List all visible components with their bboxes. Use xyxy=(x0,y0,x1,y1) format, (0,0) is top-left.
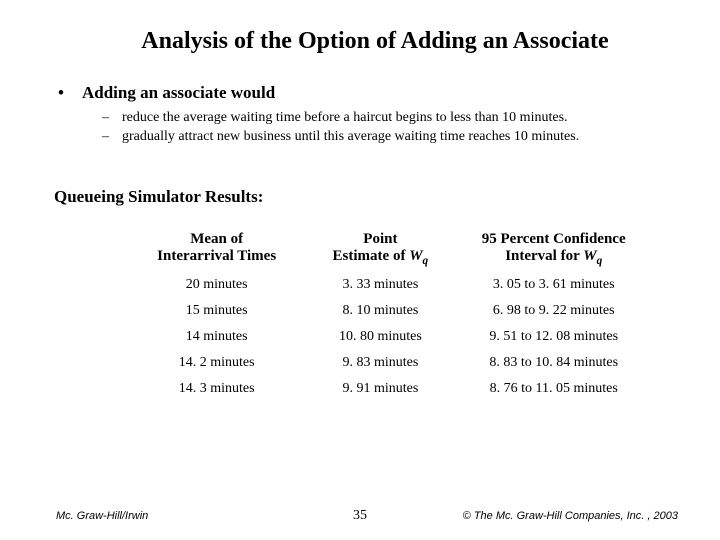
table-cell: 14. 2 minutes xyxy=(130,355,303,371)
section-header: Queueing Simulator Results: xyxy=(54,187,670,207)
main-bullet: • Adding an associate would xyxy=(58,83,670,103)
table-cell: 8. 76 to 11. 05 minutes xyxy=(457,381,650,397)
page-title: Analysis of the Option of Adding an Asso… xyxy=(80,28,670,55)
table-header-row: Mean of Interarrival Times Point Estimat… xyxy=(130,231,650,267)
sub-bullet-item: – gradually attract new business until t… xyxy=(102,128,670,147)
table-cell: 9. 91 minutes xyxy=(303,381,457,397)
page-number: 35 xyxy=(0,508,720,524)
table-cell: 9. 83 minutes xyxy=(303,355,457,371)
footer: 35 Mc. Graw-Hill/Irwin © The Mc. Graw-Hi… xyxy=(0,510,720,522)
dash-marker: – xyxy=(102,109,122,128)
bullet-marker: • xyxy=(58,83,82,103)
sub-bullet-list: – reduce the average waiting time before… xyxy=(102,109,670,147)
table-cell: 14 minutes xyxy=(130,329,303,345)
table-row: 15 minutes 8. 10 minutes 6. 98 to 9. 22 … xyxy=(130,303,650,319)
table-row: 14 minutes 10. 80 minutes 9. 51 to 12. 0… xyxy=(130,329,650,345)
table-cell: 9. 51 to 12. 08 minutes xyxy=(457,329,650,345)
sub-bullet-text: gradually attract new business until thi… xyxy=(122,128,579,147)
table-cell: 3. 33 minutes xyxy=(303,277,457,293)
table-row: 20 minutes 3. 33 minutes 3. 05 to 3. 61 … xyxy=(130,277,650,293)
table-row: 14. 3 minutes 9. 91 minutes 8. 76 to 11.… xyxy=(130,381,650,397)
table-header-col2: Point Estimate of Wq xyxy=(303,231,457,267)
table-cell: 3. 05 to 3. 61 minutes xyxy=(457,277,650,293)
table-cell: 14. 3 minutes xyxy=(130,381,303,397)
dash-marker: – xyxy=(102,128,122,147)
table-cell: 15 minutes xyxy=(130,303,303,319)
table-header-col1: Mean of Interarrival Times xyxy=(130,231,303,267)
main-bullet-text: Adding an associate would xyxy=(82,83,275,103)
table-cell: 10. 80 minutes xyxy=(303,329,457,345)
sub-bullet-item: – reduce the average waiting time before… xyxy=(102,109,670,128)
table-row: 14. 2 minutes 9. 83 minutes 8. 83 to 10.… xyxy=(130,355,650,371)
table-cell: 6. 98 to 9. 22 minutes xyxy=(457,303,650,319)
table-cell: 20 minutes xyxy=(130,277,303,293)
table-cell: 8. 83 to 10. 84 minutes xyxy=(457,355,650,371)
table-cell: 8. 10 minutes xyxy=(303,303,457,319)
sub-bullet-text: reduce the average waiting time before a… xyxy=(122,109,568,128)
results-table: Mean of Interarrival Times Point Estimat… xyxy=(130,231,650,397)
table-header-col3: 95 Percent Confidence Interval for Wq xyxy=(457,231,650,267)
